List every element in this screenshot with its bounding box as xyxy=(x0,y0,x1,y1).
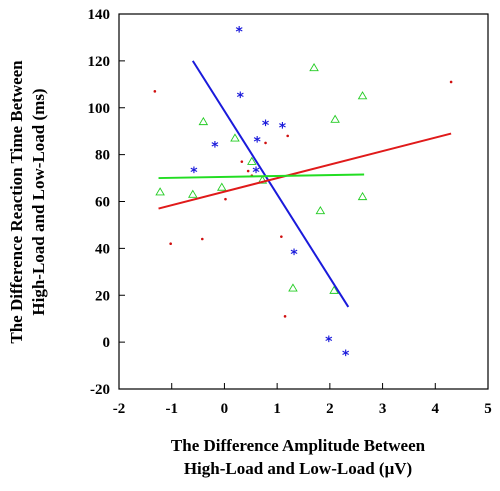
data-points: **** ** ***** xyxy=(153,24,453,364)
x-tick-label: -1 xyxy=(165,401,178,417)
triangle-point xyxy=(309,63,319,72)
dot-point xyxy=(283,315,287,318)
asterisk-point: * xyxy=(262,118,270,134)
x-tick-label: 5 xyxy=(484,401,492,417)
x-tick-label: 0 xyxy=(221,401,229,417)
asterisk-point: * xyxy=(236,24,244,40)
asterisk-point: * xyxy=(342,348,350,364)
y-tick-label: 40 xyxy=(95,241,110,257)
y-tick-label: 80 xyxy=(95,148,110,164)
asterisk-point: * xyxy=(290,247,298,263)
triangle-point xyxy=(247,156,257,165)
y-axis-ticks: -20 0 20 40 60 80 100 120 140 xyxy=(88,7,125,398)
dot-point xyxy=(264,141,267,145)
triangle-point xyxy=(357,91,368,100)
dot-point xyxy=(449,80,453,84)
x-tick-label: 1 xyxy=(273,401,281,417)
y-tick-label: -20 xyxy=(90,382,110,398)
y-axis-title-line-1: The Difference Reaction Time Between xyxy=(7,60,26,344)
regression-line xyxy=(191,60,350,308)
regression-lines xyxy=(158,60,452,308)
dot-point xyxy=(200,237,204,241)
x-tick-label: -2 xyxy=(113,401,126,417)
triangle-point xyxy=(230,133,240,142)
dot-point xyxy=(169,242,172,245)
asterisk-point: * xyxy=(279,121,287,137)
x-axis-title-line-1: The Difference Amplitude Between xyxy=(171,436,426,455)
y-tick-label: 120 xyxy=(88,54,111,70)
y-tick-label: 140 xyxy=(88,7,111,23)
dot-point xyxy=(246,169,250,173)
triangle-point xyxy=(315,205,326,215)
triangle-point xyxy=(155,187,165,196)
y-axis-title: The Difference Reaction Time Between Hig… xyxy=(7,60,48,344)
asterisk-point: * xyxy=(190,165,198,181)
x-tick-label: 3 xyxy=(379,401,387,417)
x-axis-title-line-2: High-Load and Low-Load (μV) xyxy=(184,459,412,478)
x-tick-label: 4 xyxy=(432,401,440,417)
triangle-point xyxy=(357,191,368,201)
triangle-point xyxy=(329,285,339,294)
x-axis-ticks: -2 -1 0 1 2 3 4 5 xyxy=(113,383,492,417)
triangle-point xyxy=(188,189,198,198)
y-tick-label: 20 xyxy=(95,288,110,304)
triangle-point xyxy=(217,182,227,191)
y-tick-label: 60 xyxy=(95,195,110,211)
dot-point xyxy=(280,235,283,238)
regression-line xyxy=(158,173,365,180)
dot-point xyxy=(286,134,289,138)
regression-line xyxy=(158,132,452,210)
y-tick-label: 0 xyxy=(103,335,111,351)
asterisk-point: * xyxy=(325,334,333,350)
y-axis-title-line-2: High-Load and Low-Load (ms) xyxy=(29,88,48,315)
asterisk-point: * xyxy=(211,139,219,155)
asterisk-point: * xyxy=(253,135,261,151)
dot-point xyxy=(240,160,244,163)
plot-frame xyxy=(118,13,489,390)
triangle-point xyxy=(198,116,209,126)
dot-point xyxy=(153,90,157,93)
x-tick-label: 2 xyxy=(326,401,334,417)
asterisk-point: * xyxy=(252,165,260,181)
triangle-point xyxy=(288,283,298,292)
triangle-point xyxy=(257,175,268,184)
dot-point xyxy=(224,197,227,201)
asterisk-point: * xyxy=(237,90,245,106)
triangle-point xyxy=(330,114,340,123)
y-tick-label: 100 xyxy=(88,101,111,117)
